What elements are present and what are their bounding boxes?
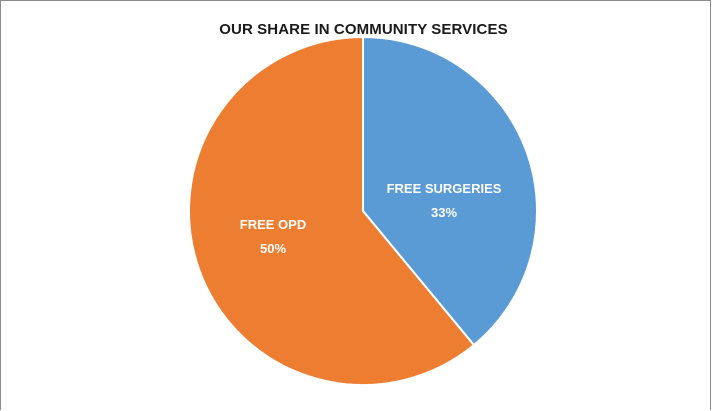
slice-label-percent: 50% — [260, 241, 286, 256]
slice-label-percent: 33% — [431, 205, 457, 220]
chart-title: OUR SHARE IN COMMUNITY SERVICES — [219, 21, 508, 38]
slice-label-name: FREE OPD — [240, 217, 306, 232]
pie-slice-free-surgeries — [362, 35, 538, 347]
pie-slice-free-opd — [188, 35, 476, 386]
slice-label-name: FREE SURGERIES — [387, 181, 502, 196]
